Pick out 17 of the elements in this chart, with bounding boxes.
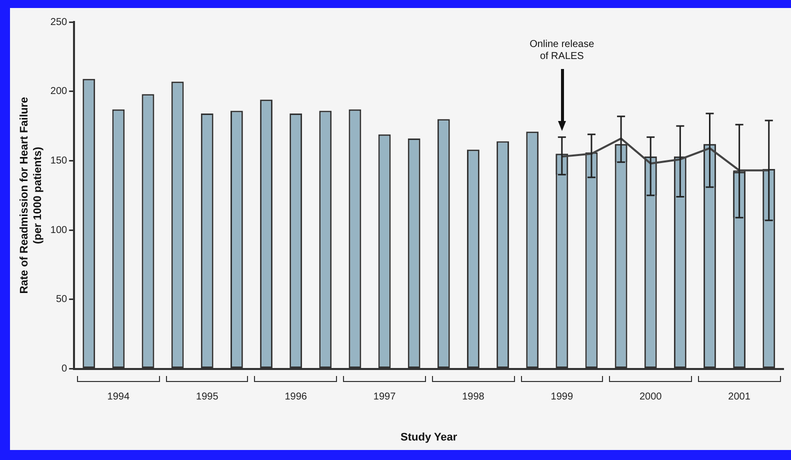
y-tick-label: 50: [56, 294, 68, 306]
x-tick-label: 1999: [550, 392, 574, 403]
y-tick-label: 250: [50, 16, 68, 28]
annotation: Online release of RALES: [528, 39, 596, 64]
y-axis-title: Rate of Readmission for Heart Failure (per 1000 patients): [18, 96, 44, 294]
x-axis-title: Study Year: [400, 431, 458, 444]
x-tick-label: 2000: [639, 392, 662, 403]
x-tick-label: 1994: [107, 392, 130, 403]
x-tick-label: 1998: [462, 392, 485, 403]
x-tick-label: 2001: [728, 392, 751, 403]
x-tick-label: 1996: [284, 392, 308, 403]
x-tick-label: 1995: [196, 392, 219, 403]
y-tick-label: 150: [50, 155, 68, 166]
y-tick-label: 0: [62, 364, 68, 375]
y-tick-label: 200: [50, 86, 68, 98]
x-tick-label: 1997: [373, 392, 396, 403]
y-tick-label: 100: [50, 224, 68, 236]
